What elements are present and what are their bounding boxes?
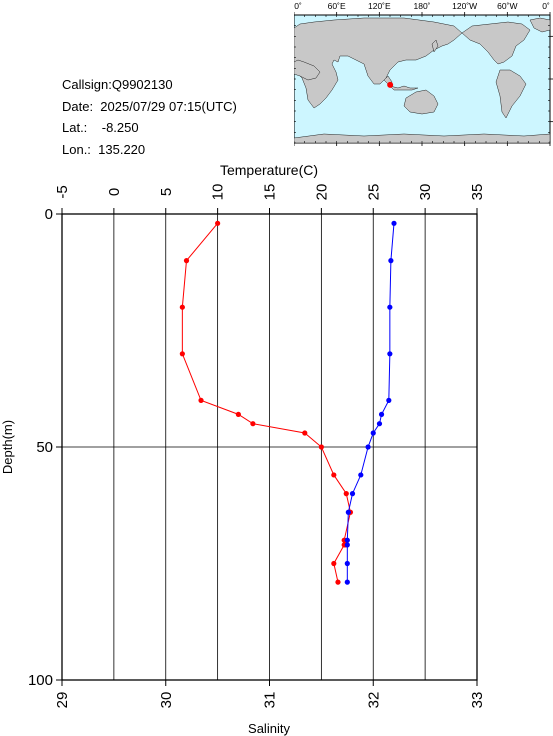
salinity-point — [387, 351, 393, 357]
temperature-point — [302, 430, 308, 436]
temperature-point — [250, 421, 256, 427]
temperature-point — [183, 258, 190, 264]
salinity-point — [349, 491, 356, 497]
salinity-point — [387, 304, 393, 310]
salinity-point — [344, 537, 350, 543]
map-land — [294, 17, 551, 144]
bottom-axis-tick-label: 33 — [469, 692, 486, 709]
salinity-point — [386, 397, 392, 403]
map-lon-label: 120˚E — [368, 1, 391, 11]
map-lon-label: 0˚ — [294, 1, 302, 11]
bottom-axis-tick-label: 31 — [262, 692, 279, 709]
temperature-series-line — [181, 222, 351, 583]
temperature-point — [331, 472, 337, 478]
salinity-point — [344, 560, 350, 567]
salinity-point — [388, 258, 394, 264]
bottom-axis-title: Salinity — [248, 721, 290, 736]
bottom-axis-tick-label: 32 — [365, 692, 382, 709]
temperature-point — [215, 220, 221, 226]
station-marker — [387, 81, 394, 88]
salinity-point — [378, 411, 385, 417]
top-axis-tick-label: 5 — [158, 188, 175, 196]
top-axis-tick-label: 0 — [106, 188, 123, 196]
longitude-text: Lon.: 135.220 — [62, 141, 146, 157]
salinity-point — [391, 220, 397, 226]
temperature-point — [318, 444, 324, 450]
salinity-point — [365, 444, 371, 450]
top-axis-tick-label: 15 — [262, 184, 279, 201]
salinity-point — [344, 579, 350, 585]
map-lon-label: 180˚ — [413, 1, 430, 11]
map-lon-label: 120˚W — [452, 1, 477, 11]
temperature-point — [343, 491, 349, 497]
top-axis-title: Temperature(C) — [220, 162, 318, 178]
temperature-point — [235, 411, 241, 417]
top-axis-tick-label: 20 — [313, 184, 330, 201]
callsign-text: Callsign:Q9902130 — [62, 77, 173, 92]
temperature-point — [179, 304, 185, 310]
bottom-axis-tick-label: 30 — [158, 692, 175, 709]
top-axis-tick-label: 35 — [469, 184, 486, 201]
temperature-point — [179, 351, 185, 357]
salinity-point — [345, 509, 351, 515]
salinity-point — [376, 421, 383, 427]
salinity-point — [344, 542, 350, 548]
y-axis-title: Depth(m) — [0, 420, 15, 474]
temperature-point — [198, 397, 204, 403]
map-lon-label: 0˚ — [542, 1, 550, 11]
latitude-text: Lat.: -8.250 — [62, 120, 139, 135]
station-info: Callsign:Q9902130 Date: 2025/07/29 07:15… — [62, 74, 237, 160]
top-axis-tick-label: -5 — [54, 185, 71, 198]
left-axis-tick-label: 100 — [28, 672, 53, 689]
top-axis-tick-label: 10 — [210, 184, 227, 201]
map-lon-label: 60˚E — [328, 1, 346, 11]
top-axis-tick-label: 25 — [365, 184, 382, 201]
salinity-point — [358, 472, 364, 478]
top-axis-tick-label: 30 — [417, 184, 434, 201]
map-lon-label: 60˚W — [497, 1, 517, 11]
salinity-point — [370, 430, 376, 436]
bottom-axis-tick-label: 29 — [54, 692, 71, 709]
salinity-series-line — [346, 223, 395, 583]
date-text: Date: 2025/07/29 07:15(UTC) — [62, 98, 237, 114]
temperature-point — [335, 579, 341, 585]
left-axis-tick-label: 50 — [36, 439, 53, 456]
left-axis-tick-label: 0 — [45, 206, 53, 223]
temperature-point — [331, 560, 337, 567]
